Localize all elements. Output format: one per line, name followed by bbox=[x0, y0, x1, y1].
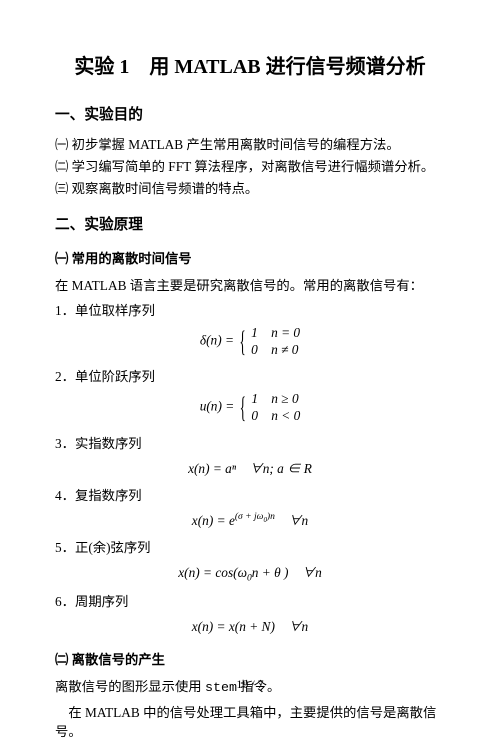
goal-item-3: ㈢ 观察离散时间信号频谱的特点。 bbox=[55, 178, 445, 197]
signal-1-label: 1．单位取样序列 bbox=[55, 300, 445, 319]
signal-1-formula: δ(n) = { 1 n = 0 0 n ≠ 0 bbox=[55, 325, 445, 358]
section-1-heading: 一、实验目的 bbox=[55, 103, 445, 124]
signal-2-formula: u(n) = { 1 n ≥ 0 0 n < 0 bbox=[55, 391, 445, 424]
signal-2-label: 2．单位阶跃序列 bbox=[55, 366, 445, 385]
formula-case-2: 0 n < 0 bbox=[251, 408, 300, 423]
subsection-2-1-heading: ㈠ 常用的离散时间信号 bbox=[55, 248, 445, 267]
page-title: 实验 1 用 MATLAB 进行信号频谱分析 bbox=[55, 50, 445, 79]
formula-case-1: 1 n = 0 bbox=[251, 325, 300, 340]
formula-case-2: 0 n ≠ 0 bbox=[251, 342, 298, 357]
subsection-2-1-intro: 在 MATLAB 语言主要是研究离散信号的。常用的离散信号有： bbox=[55, 275, 445, 294]
signal-6-formula: x(n) = x(n + N) ∀n bbox=[55, 616, 445, 635]
signal-5-formula: x(n) = cos(ω0n + θ ) ∀n bbox=[55, 562, 445, 584]
brace-icon: { bbox=[240, 390, 246, 425]
formula-case-1: 1 n ≥ 0 bbox=[251, 391, 298, 406]
signal-4-label: 4．复指数序列 bbox=[55, 485, 445, 504]
signal-6-label: 6．周期序列 bbox=[55, 591, 445, 610]
formula-lhs: δ(n) = bbox=[200, 333, 234, 348]
section-2-heading: 二、实验原理 bbox=[55, 213, 445, 234]
signal-4-formula: x(n) = e(σ + jω0)n ∀n bbox=[55, 510, 445, 529]
page-number: 19 / 7 bbox=[0, 677, 500, 692]
subsection-2-2-para-2: 在 MATLAB 中的信号处理工具箱中，主要提供的信号是离散信号。 bbox=[55, 702, 445, 740]
goal-item-2: ㈡ 学习编写简单的 FFT 算法程序，对离散信号进行幅频谱分析。 bbox=[55, 156, 445, 175]
signal-3-formula: x(n) = aⁿ ∀n; a ∈ R bbox=[55, 458, 445, 477]
signal-3-label: 3．实指数序列 bbox=[55, 433, 445, 452]
subsection-2-2-heading: ㈡ 离散信号的产生 bbox=[55, 649, 445, 668]
goal-item-1: ㈠ 初步掌握 MATLAB 产生常用离散时间信号的编程方法。 bbox=[55, 134, 445, 153]
brace-icon: { bbox=[239, 324, 245, 359]
signal-5-label: 5．正(余)弦序列 bbox=[55, 537, 445, 556]
formula-lhs: u(n) = bbox=[200, 399, 235, 414]
